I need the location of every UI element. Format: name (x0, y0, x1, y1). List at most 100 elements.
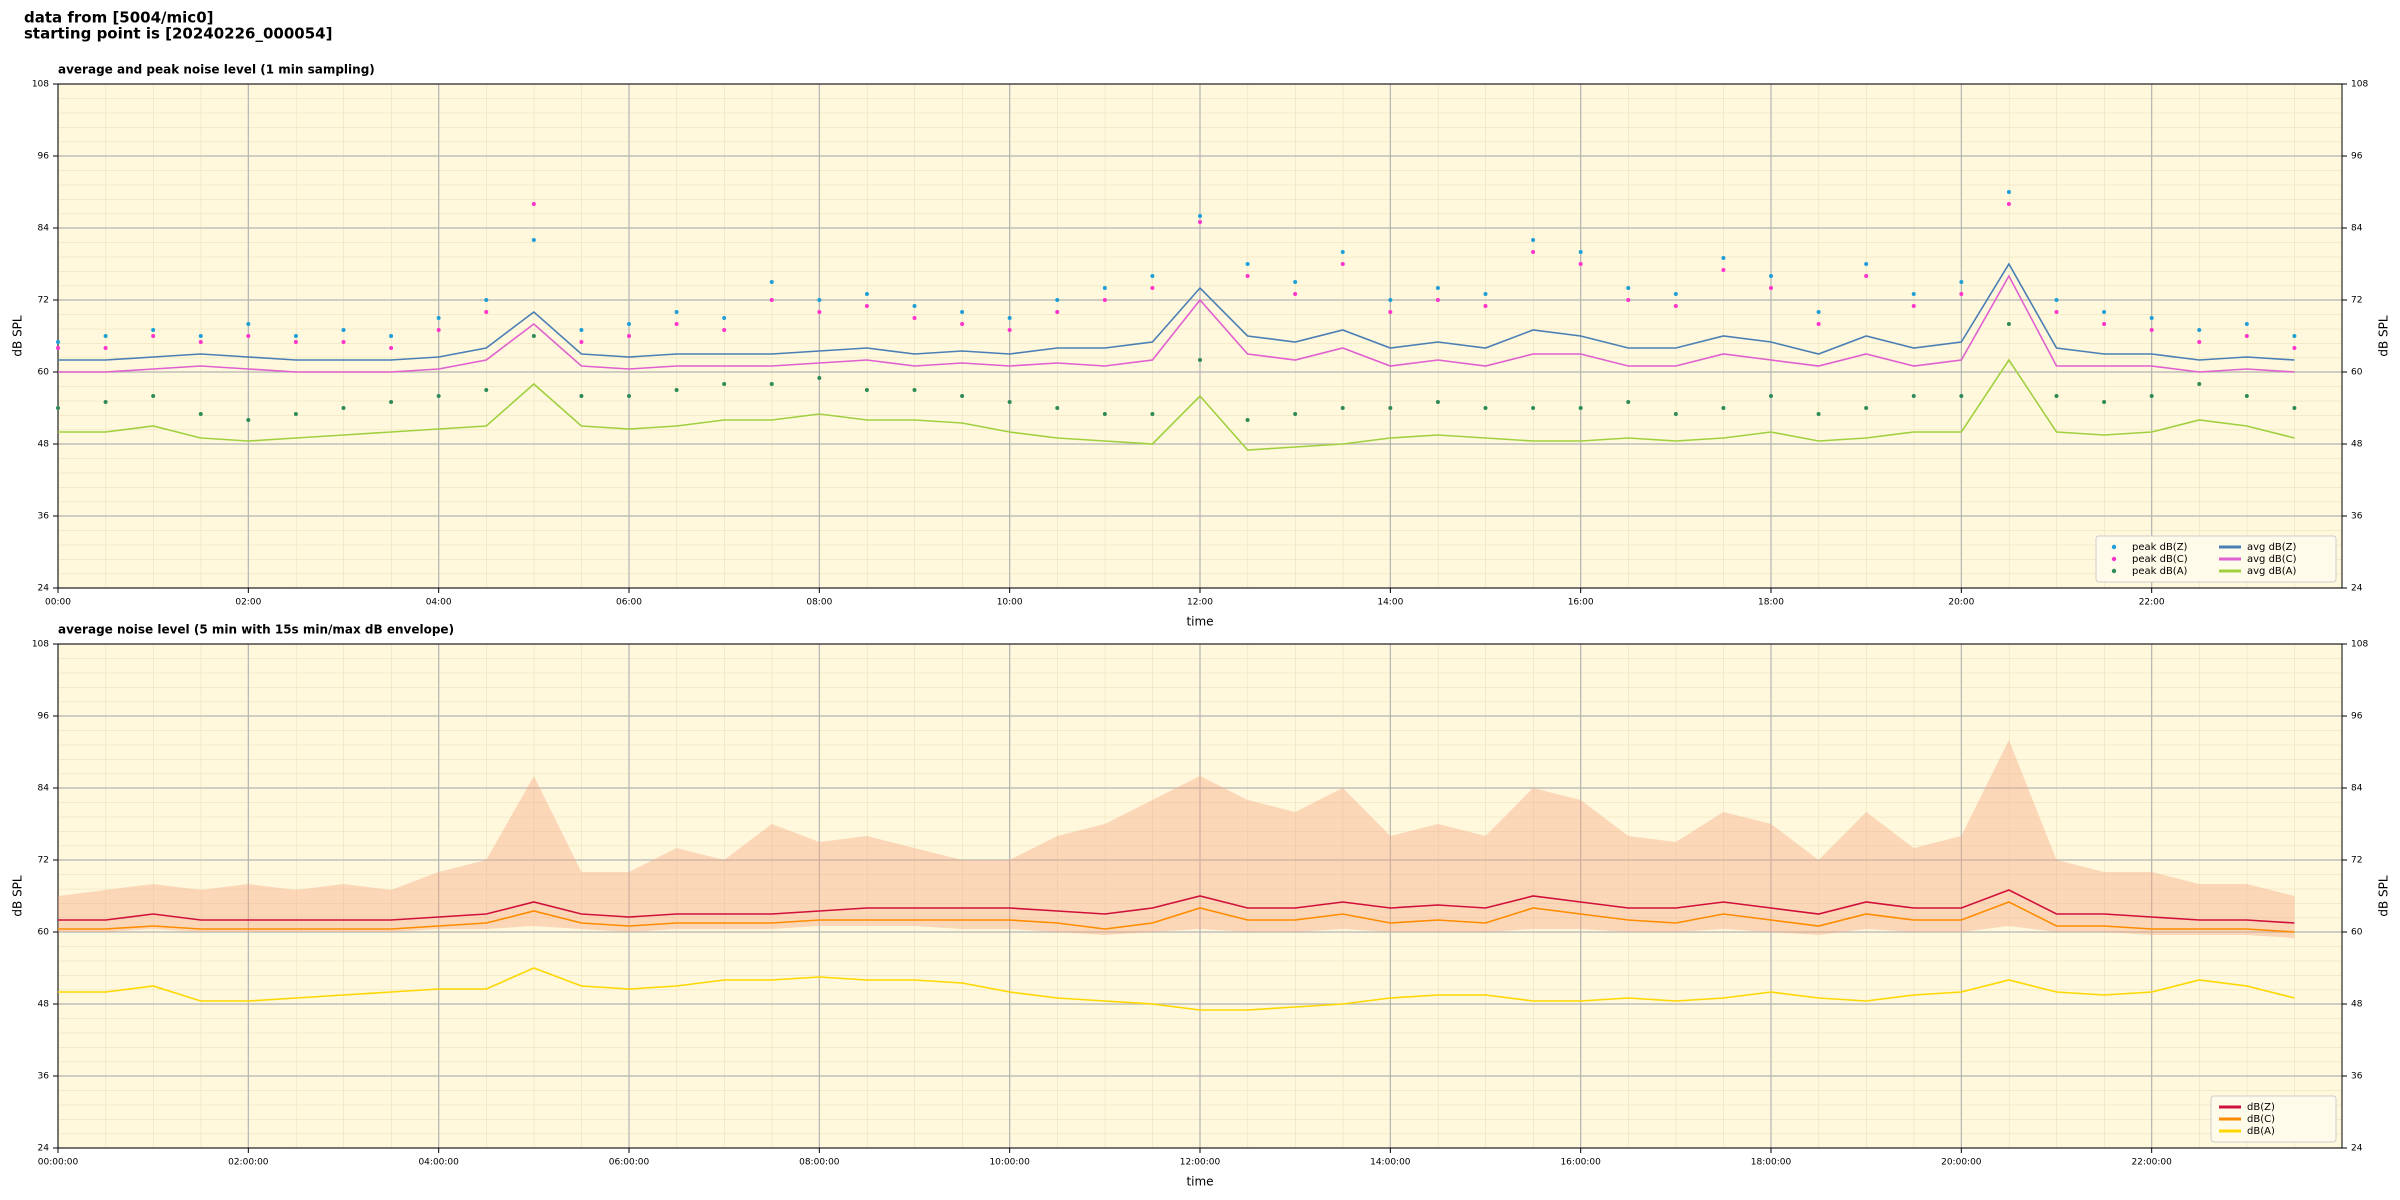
peak-dot (1864, 406, 1869, 410)
peak-dot (2006, 322, 2011, 326)
series-line (58, 889, 2295, 924)
peak-dot (56, 406, 60, 410)
peak-dot (531, 202, 536, 206)
peak-dot (1007, 328, 1012, 332)
legend-label: avg dB(Z) (2247, 542, 2297, 553)
peak-dot (484, 388, 489, 392)
x-tick-label: 12:00 (1187, 598, 1213, 608)
peak-dot (1721, 268, 1726, 272)
peak-dot (2292, 406, 2297, 410)
peak-dot (1198, 220, 1202, 224)
x-tick-label: 16:00 (1568, 598, 1594, 608)
peak-dot (1388, 406, 1393, 410)
peak-dot (1340, 406, 1345, 410)
peak-dot (1626, 286, 1631, 290)
peak-dot (2149, 328, 2154, 332)
peak-dot (198, 334, 203, 338)
peak-dot (912, 304, 917, 308)
y-tick-label: 48 (38, 1000, 50, 1010)
series-line (58, 967, 2295, 1011)
x-tick-label: 04:00:00 (418, 1158, 459, 1168)
peak-dot (198, 340, 203, 344)
peak-dot (817, 298, 822, 302)
x-tick-label: 06:00 (616, 598, 642, 608)
peak-dot (103, 400, 108, 404)
peak-dot (2244, 334, 2249, 338)
legend-marker (2111, 544, 2117, 550)
peak-dot (389, 346, 394, 350)
peak-dot (198, 412, 203, 416)
peak-dot (2292, 334, 2297, 338)
y-tick-label: 24 (38, 1144, 50, 1154)
peak-dot (722, 382, 727, 386)
y-tick-label: 48 (38, 440, 50, 450)
peak-dot (1293, 412, 1298, 416)
peak-dot (2244, 394, 2249, 398)
envelope-area (58, 740, 2295, 938)
legend-box (2095, 535, 2337, 583)
peak-dot (1816, 322, 1821, 326)
x-tick-label: 00:00 (45, 598, 71, 608)
chart-title: average noise level (5 min with 15s min/… (58, 623, 454, 637)
peak-dot (1150, 274, 1155, 278)
legend-label: peak dB(A) (2132, 566, 2188, 577)
peak-dot (2244, 322, 2249, 326)
peak-dot (1293, 292, 1298, 296)
peak-dot (2054, 394, 2059, 398)
legend-label: peak dB(Z) (2132, 542, 2188, 553)
y-tick-label: 36 (38, 512, 50, 522)
peak-dot (1150, 412, 1155, 416)
peak-dot (864, 292, 869, 296)
peak-dot (1864, 274, 1869, 278)
peak-dot (1578, 250, 1583, 254)
y-tick-label-right: 84 (2351, 224, 2363, 234)
peak-dot (912, 388, 917, 392)
peak-dot (1245, 262, 1250, 266)
header-line: data from [5004/mic0] (24, 9, 214, 27)
y-tick-label-right: 84 (2351, 784, 2363, 794)
peak-dot (2054, 298, 2059, 302)
x-tick-label: 14:00:00 (1370, 1158, 1411, 1168)
x-axis-label: time (1186, 1175, 1213, 1189)
y-axis-label: dB SPL (11, 315, 25, 357)
series-line (58, 274, 2295, 373)
x-tick-label: 10:00 (997, 598, 1023, 608)
legend-label: peak dB(C) (2132, 554, 2188, 565)
series-line (58, 262, 2295, 361)
peak-dot (151, 328, 156, 332)
peak-dot (1959, 394, 1964, 398)
y-tick-label-right: 36 (2351, 512, 2363, 522)
peak-dot (341, 340, 346, 344)
peak-dot (1721, 406, 1726, 410)
peak-dot (151, 394, 156, 398)
peak-dot (1388, 310, 1393, 314)
peak-dot (1245, 274, 1250, 278)
peak-dot (817, 376, 822, 380)
peak-dot (1055, 406, 1060, 410)
x-tick-label: 04:00 (426, 598, 452, 608)
peak-dot (864, 388, 869, 392)
x-tick-label: 18:00:00 (1751, 1158, 1792, 1168)
peak-dot (484, 310, 489, 314)
peak-dot (1673, 292, 1678, 296)
peak-dot (1673, 412, 1678, 416)
x-tick-label: 02:00:00 (228, 1158, 269, 1168)
peak-dot (103, 346, 108, 350)
chart-title: average and peak noise level (1 min samp… (58, 63, 375, 77)
peak-dot (1198, 214, 1202, 218)
y-tick-label-right: 24 (2351, 584, 2363, 594)
peak-dot (627, 394, 631, 398)
peak-dot (246, 322, 251, 326)
legend-label: avg dB(C) (2247, 554, 2297, 565)
header-line: starting point is [20240226_000054] (24, 25, 332, 43)
peak-dot (1816, 310, 1821, 314)
peak-dot (579, 340, 584, 344)
peak-dot (436, 316, 441, 320)
peak-dot (293, 340, 298, 344)
peak-dot (341, 328, 346, 332)
peak-dot (1102, 298, 1107, 302)
peak-dot (56, 346, 60, 350)
peak-dot (864, 304, 869, 308)
peak-dot (1578, 262, 1583, 266)
x-tick-label: 08:00:00 (799, 1158, 840, 1168)
